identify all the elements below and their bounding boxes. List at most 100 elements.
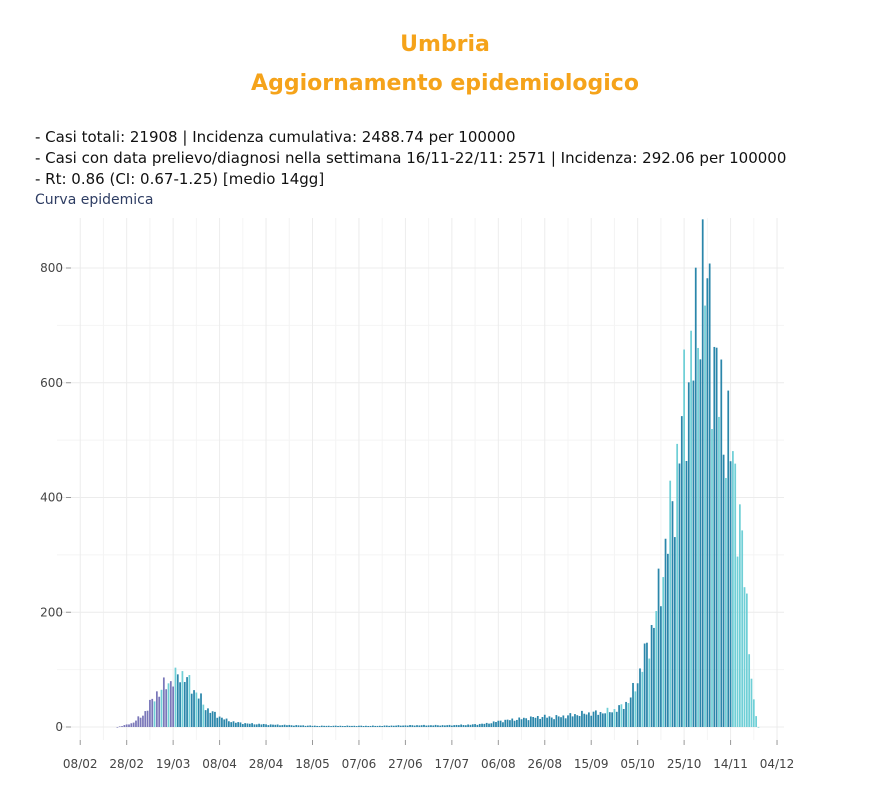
bar [286,725,288,727]
bar [179,682,181,727]
x-tick-label: 28/04 [249,757,284,771]
bar [627,703,630,727]
y-tick-label: 200 [40,605,63,619]
bar [471,724,474,727]
x-tick-label: 25/10 [667,757,702,771]
bar [162,677,165,727]
bar [662,577,665,727]
bar [657,568,660,727]
bar [536,716,539,727]
bar [715,347,718,727]
grid-layer [57,218,784,740]
y-tick-label: 400 [40,491,63,505]
x-tick-label: 07/06 [342,757,377,771]
bar [167,683,170,727]
bar [664,538,667,727]
bar [694,267,697,727]
bar [653,627,655,727]
bar [697,347,699,727]
bar [200,693,202,727]
bar [678,463,681,727]
bar [125,724,128,727]
bar [272,724,274,727]
bar [153,701,156,727]
bar [743,587,746,727]
bar [195,692,198,727]
bar [211,711,214,727]
bar [713,346,716,727]
bar [562,715,565,727]
bar [701,219,704,727]
bar [425,725,428,727]
bar [569,713,572,727]
bar [613,709,616,727]
x-tick-label: 27/06 [388,757,423,771]
bar [650,625,653,727]
bar [385,725,388,727]
bar [358,725,360,727]
bar [594,710,597,727]
bar [404,725,407,727]
x-tick-label: 28/02 [109,757,144,771]
bar [574,714,576,727]
stat-rt: - Rt: 0.86 (CI: 0.67-1.25) [medio 14gg] [35,170,325,188]
bar [190,693,193,727]
bar [142,715,144,727]
bar [706,278,709,727]
bar [369,725,372,727]
bar [527,720,530,727]
bar [406,725,409,727]
bar [183,681,186,727]
bar [418,725,421,727]
bar [432,725,435,727]
bar [748,654,751,727]
bar [618,705,620,727]
x-tick-label: 17/07 [435,757,470,771]
bar [457,725,460,727]
bar [221,717,223,727]
bar [732,451,734,727]
bar [578,716,581,727]
bar [132,722,135,727]
bar [727,390,730,727]
x-tick-label: 18/05 [295,757,330,771]
bar [300,725,302,727]
bar [123,725,126,727]
bar [188,675,191,727]
bar [641,671,644,727]
bar [372,725,374,727]
bar [193,690,195,727]
bar [455,724,458,727]
bar [543,714,546,727]
bar [444,725,446,727]
bar [683,349,685,727]
bar [590,715,593,727]
bar [362,726,365,727]
bar [680,416,683,727]
y-tick-label: 0 [55,720,63,734]
bar [522,717,525,727]
bar [581,710,583,727]
bar [251,723,253,727]
bar [446,725,449,727]
bar [511,718,514,727]
bar [453,725,456,727]
bar [160,689,163,727]
bar [634,691,637,727]
bar [121,726,123,727]
bar [462,725,465,727]
bar [599,712,602,727]
bar [223,719,226,727]
y-tick-label: 800 [40,261,63,275]
bar [604,713,607,727]
bar [745,593,748,727]
bar [320,725,323,727]
bar [413,725,416,727]
bar [557,716,560,727]
bar [755,716,757,727]
bar [499,720,502,727]
bar [741,530,744,727]
bar [409,725,411,727]
bar [608,712,611,727]
